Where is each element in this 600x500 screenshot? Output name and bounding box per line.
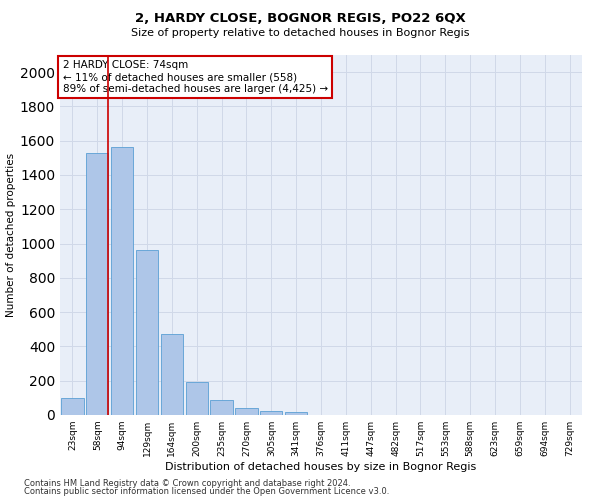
Text: Contains HM Land Registry data © Crown copyright and database right 2024.: Contains HM Land Registry data © Crown c…	[24, 478, 350, 488]
Text: 2 HARDY CLOSE: 74sqm
← 11% of detached houses are smaller (558)
89% of semi-deta: 2 HARDY CLOSE: 74sqm ← 11% of detached h…	[62, 60, 328, 94]
Bar	[161, 334, 183, 415]
Y-axis label: Number of detached properties: Number of detached properties	[6, 153, 16, 317]
X-axis label: Distribution of detached houses by size in Bognor Regis: Distribution of detached houses by size …	[166, 462, 476, 472]
Bar	[260, 410, 283, 415]
Bar	[235, 408, 257, 415]
Text: Size of property relative to detached houses in Bognor Regis: Size of property relative to detached ho…	[131, 28, 469, 38]
Bar	[136, 250, 158, 415]
Bar	[211, 400, 233, 415]
Bar	[185, 382, 208, 415]
Text: 2, HARDY CLOSE, BOGNOR REGIS, PO22 6QX: 2, HARDY CLOSE, BOGNOR REGIS, PO22 6QX	[134, 12, 466, 26]
Bar	[86, 152, 109, 415]
Bar	[285, 412, 307, 415]
Bar	[61, 398, 83, 415]
Text: Contains public sector information licensed under the Open Government Licence v3: Contains public sector information licen…	[24, 487, 389, 496]
Bar	[111, 146, 133, 415]
